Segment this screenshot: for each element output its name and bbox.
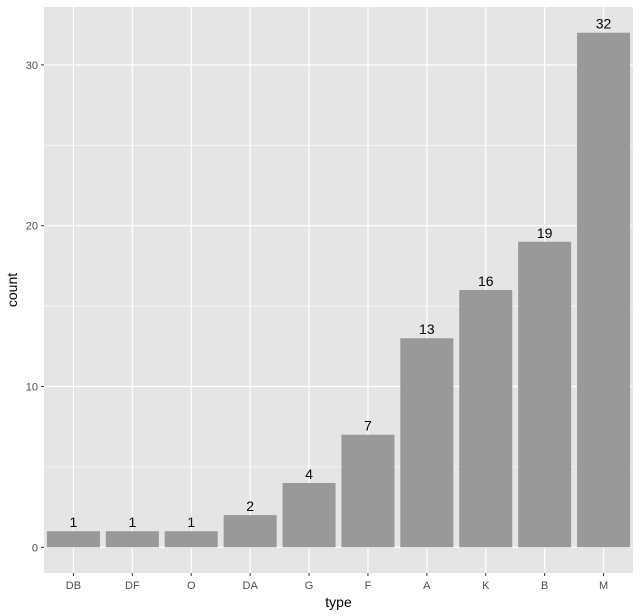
y-tick-label: 0 bbox=[32, 542, 38, 554]
data-label-DF: 1 bbox=[128, 514, 136, 530]
bar-DF bbox=[105, 531, 159, 548]
bars bbox=[46, 32, 631, 548]
bar-K bbox=[459, 290, 513, 548]
data-labels: 1 1 1 2 4 7 13 16 19 32 bbox=[70, 16, 612, 530]
x-tick-label: F bbox=[365, 580, 372, 592]
y-axis: 0 10 20 30 bbox=[26, 60, 44, 554]
y-axis-title: count bbox=[4, 273, 20, 307]
data-label-DA: 2 bbox=[246, 498, 254, 514]
data-label-A: 13 bbox=[419, 321, 435, 337]
x-tick-label: O bbox=[187, 580, 196, 592]
y-tick-label: 10 bbox=[26, 381, 38, 393]
x-axis: DB DF O DA G F A K B M bbox=[66, 573, 608, 592]
bar-B bbox=[518, 241, 572, 548]
data-label-G: 4 bbox=[305, 466, 313, 482]
bar-DA bbox=[223, 515, 277, 548]
bar-DB bbox=[46, 531, 100, 548]
data-label-F: 7 bbox=[364, 418, 372, 434]
bar-M bbox=[577, 32, 631, 548]
x-tick-label: M bbox=[599, 580, 608, 592]
x-tick-label: DB bbox=[66, 580, 81, 592]
x-tick-label: DA bbox=[243, 580, 259, 592]
bar-O bbox=[164, 531, 218, 548]
bar-F bbox=[341, 434, 395, 548]
x-tick-label: B bbox=[541, 580, 548, 592]
bar-A bbox=[400, 338, 454, 548]
y-tick-label: 30 bbox=[26, 60, 38, 72]
y-tick-label: 20 bbox=[26, 221, 38, 233]
x-tick-label: A bbox=[423, 580, 431, 592]
x-tick-label: DF bbox=[125, 580, 140, 592]
x-tick-label: G bbox=[305, 580, 314, 592]
data-label-M: 32 bbox=[596, 16, 612, 32]
x-tick-label: K bbox=[482, 580, 490, 592]
bar-G bbox=[282, 482, 336, 548]
data-label-DB: 1 bbox=[70, 514, 78, 530]
data-label-B: 19 bbox=[537, 225, 553, 241]
data-label-O: 1 bbox=[187, 514, 195, 530]
x-axis-title: type bbox=[325, 594, 352, 610]
data-label-K: 16 bbox=[478, 273, 494, 289]
